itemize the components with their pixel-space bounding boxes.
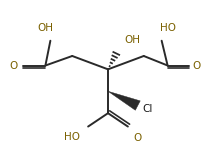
- Text: OH: OH: [37, 23, 53, 33]
- Text: O: O: [192, 60, 200, 70]
- Text: OH: OH: [124, 35, 140, 45]
- Polygon shape: [108, 91, 140, 110]
- Text: HO: HO: [64, 132, 80, 142]
- Text: O: O: [10, 60, 18, 70]
- Text: Cl: Cl: [143, 104, 153, 114]
- Text: HO: HO: [160, 23, 176, 33]
- Text: O: O: [134, 133, 142, 143]
